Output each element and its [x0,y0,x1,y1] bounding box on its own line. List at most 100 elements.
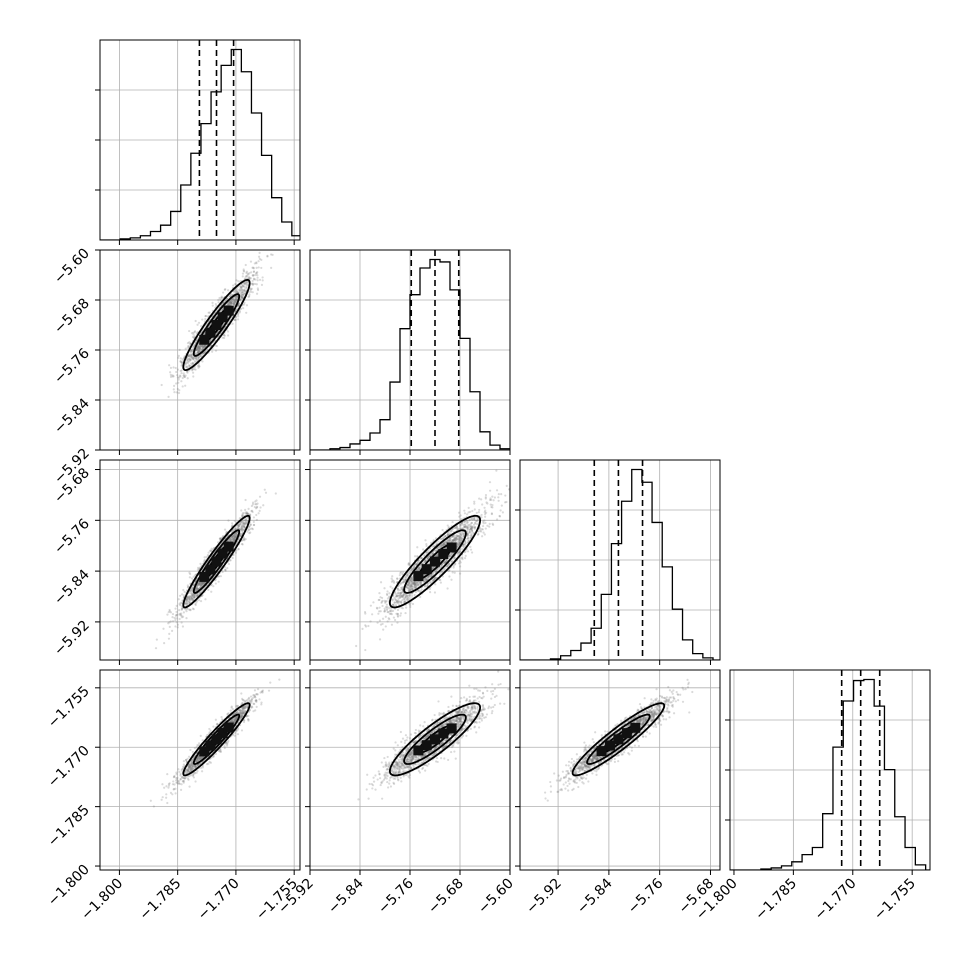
scatter-point [247,528,250,531]
scatter-point [236,313,240,316]
scatter-point [469,528,472,531]
scatter-point [253,262,256,265]
scatter-point [211,350,214,353]
scatter-point [206,315,210,318]
scatter-point [181,625,185,628]
scatter-point [189,596,192,599]
scatter-point [232,303,235,306]
scatter-point [181,615,185,618]
scatter-point [436,568,439,571]
scatter-point [179,360,182,363]
scatter-point [423,553,426,557]
scatter-point [196,585,199,588]
scatter-point [188,571,191,574]
scatter-point [187,354,190,358]
scatter-point [243,282,246,286]
scatter-point [198,347,201,350]
scatter-point [200,325,203,328]
scatter-point [395,581,399,584]
scatter-point [413,555,417,558]
scatter-point [237,523,240,527]
scatter-point [447,569,450,573]
scatter-point [242,525,245,528]
scatter-point [239,527,242,530]
scatter-point [198,345,201,349]
scatter-point [245,270,249,273]
scatter-point [196,364,199,368]
scatter-point [196,323,199,326]
scatter-point [220,296,223,300]
scatter-point [193,368,196,371]
scatter-point [244,282,247,285]
scatter-point [401,595,405,598]
scatter-point [386,610,389,614]
scatter-point [404,611,407,615]
scatter-point [248,293,251,296]
scatter-point [193,594,197,597]
scatter-point [247,277,250,280]
scatter-point [233,318,236,322]
scatter-point [227,562,231,566]
scatter-point [245,274,248,277]
scatter-point [185,601,188,604]
scatter-point [184,384,187,387]
scatter-point [175,604,178,607]
histogram-step [310,258,510,450]
scatter-point [500,493,503,496]
scatter-point [199,584,202,587]
scatter-point [241,525,244,528]
scatter-point [238,534,242,537]
scatter-point [202,582,205,585]
scatter-point [251,503,255,506]
scatter-point [198,347,201,350]
scatter-point [195,359,199,362]
scatter-point [191,335,195,339]
scatter-point [251,291,254,294]
scatter-point [202,352,205,355]
scatter-point [185,597,188,601]
scatter-point [202,560,206,563]
scatter-point [180,614,183,617]
scatter-point [398,594,401,597]
scatter-point [197,348,200,351]
scatter-point [196,595,199,598]
scatter-point [187,357,190,361]
scatter-point [166,613,169,616]
scatter-point [459,532,462,535]
scatter-point [228,301,231,304]
scatter-point [432,544,435,547]
scatter-point [192,595,196,599]
scatter-point [229,300,232,304]
scatter-point [222,291,225,294]
scatter-point [184,602,187,605]
density-contour [182,514,251,609]
scatter-point [192,594,195,597]
scatter-point [240,289,243,292]
scatter-point [195,357,198,360]
scatter-point [242,526,246,529]
scatter-point [410,580,414,583]
scatter-point [234,299,237,302]
scatter-point [254,273,257,277]
scatter-point [219,298,222,301]
scatter-point [245,520,248,523]
scatter-point [378,610,381,613]
scatter-point [237,312,240,315]
scatter-point [233,298,236,301]
scatter-point [211,304,214,307]
scatter-point [232,534,235,537]
scatter-point [197,349,200,353]
scatter-point [417,567,421,571]
scatter-point [181,358,184,361]
scatter-point [201,583,204,586]
scatter-point [231,535,234,538]
scatter-point [191,361,194,364]
scatter-point [407,562,410,565]
y-tick-label: −5.76 [51,345,93,387]
scatter-point [174,607,177,610]
scatter-point [221,570,224,574]
scatter-point [192,575,195,578]
scatter-point [237,524,240,528]
scatter-point [188,576,191,579]
scatter-point [504,501,507,504]
